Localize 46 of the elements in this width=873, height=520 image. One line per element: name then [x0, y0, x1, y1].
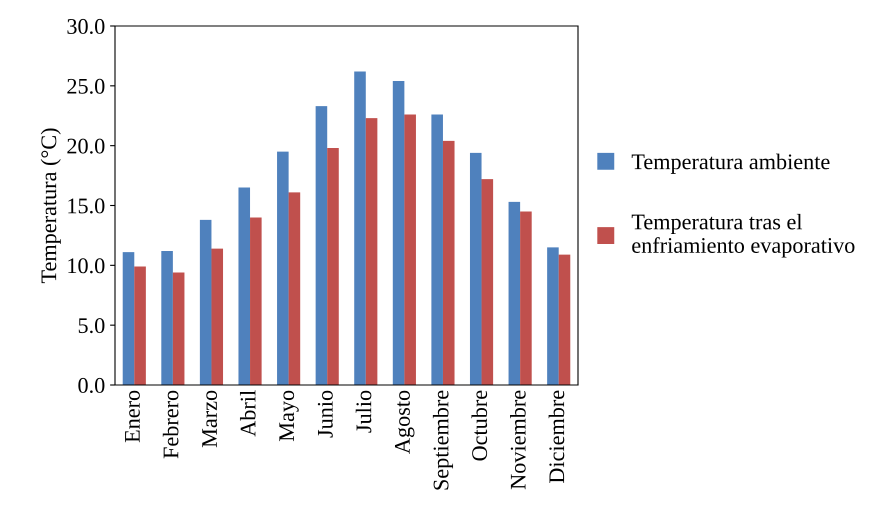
bar — [172, 272, 184, 385]
bar — [316, 106, 328, 385]
y-tick-label: 10.0 — [68, 258, 104, 274]
bar — [470, 152, 482, 385]
bar — [288, 192, 300, 385]
x-tick-label: Noviembre — [510, 390, 526, 490]
x-tick-label: Julio — [356, 390, 372, 433]
bar — [161, 250, 173, 385]
x-tick-label: Septiembre — [432, 390, 454, 490]
bar — [200, 220, 212, 385]
bar — [277, 152, 289, 385]
bar — [211, 248, 224, 385]
x-tick-label: Junio — [318, 390, 333, 438]
bar — [404, 114, 416, 385]
bar — [122, 252, 134, 385]
x-tick-label: Mayo — [279, 390, 299, 442]
x-tick-label: Octubre — [471, 390, 488, 461]
bar — [238, 188, 250, 385]
bar — [558, 254, 570, 385]
y-tick-label: 25.0 — [67, 78, 104, 94]
bar — [392, 81, 404, 385]
y-tick-label: 30.0 — [67, 18, 104, 34]
legend-label: Temperatura tras el enfriamiento evaporativo — [632, 214, 854, 258]
bar — [250, 217, 262, 385]
x-tick-label: Enero — [125, 390, 140, 442]
bar — [134, 266, 146, 385]
x-tick-label: Marzo — [202, 390, 218, 448]
bar — [366, 118, 378, 385]
y-tick-label: 15.0 — [68, 198, 104, 214]
bar — [431, 114, 443, 385]
bar — [508, 202, 520, 385]
y-tick-label: 20.0 — [67, 138, 104, 154]
y-tick-label: 0.0 — [78, 378, 104, 394]
bar — [442, 140, 455, 385]
bar — [520, 211, 532, 385]
x-tick-label: Abril — [240, 390, 256, 437]
y-tick-label: 5.0 — [78, 318, 104, 334]
bar — [327, 148, 339, 385]
bar — [482, 179, 494, 385]
legend-label: Temperatura ambiente — [632, 154, 830, 174]
x-tick-label: Agosto — [394, 390, 414, 454]
x-tick-label: Febrero — [162, 390, 178, 458]
x-tick-label: Diciembre — [548, 390, 564, 484]
y-axis-title: Temperatura (°C) — [40, 128, 61, 284]
bar — [547, 247, 559, 385]
bar — [354, 71, 366, 385]
